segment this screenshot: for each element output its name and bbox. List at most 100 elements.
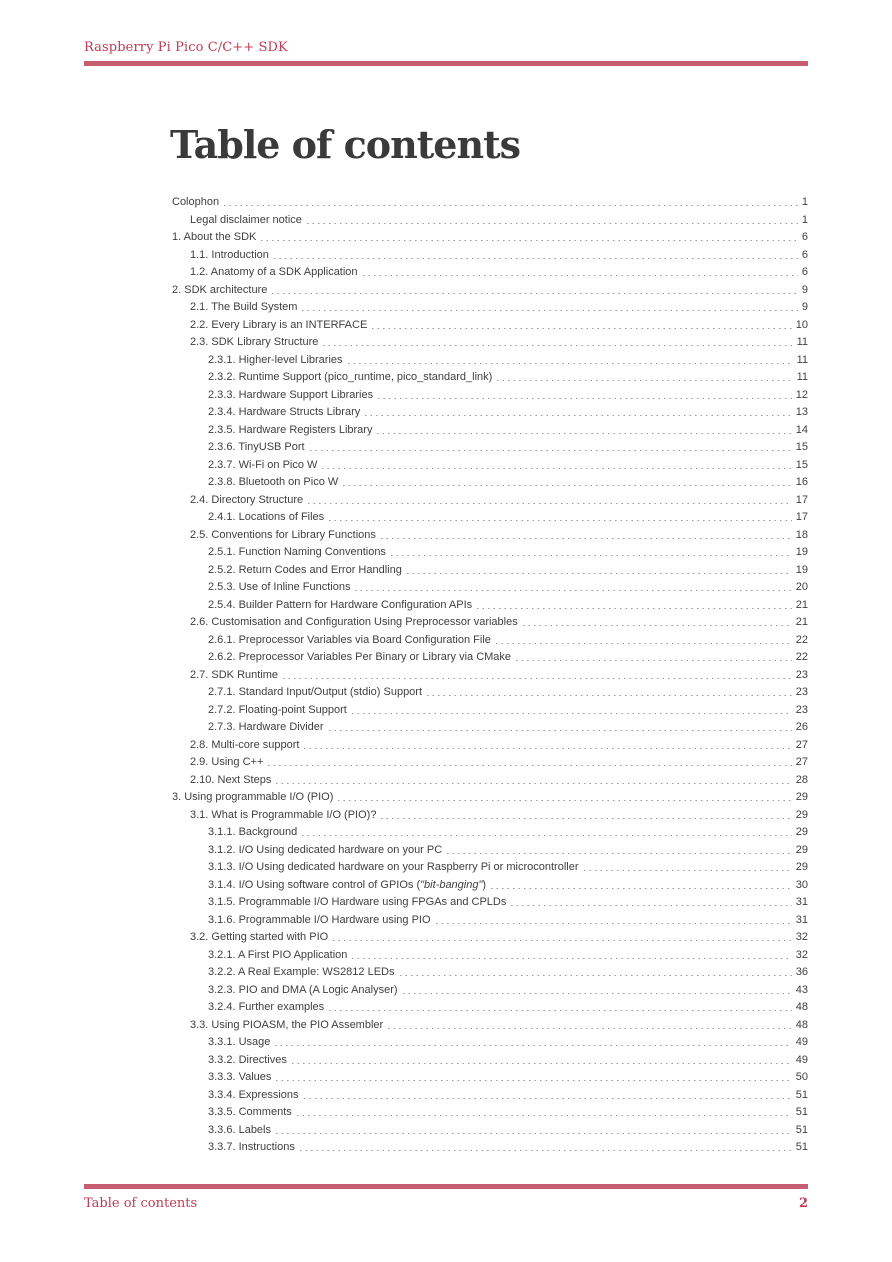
toc-entry-page: 36 bbox=[795, 966, 808, 978]
toc-leader-dots bbox=[268, 754, 792, 772]
toc-entry-label: 2.3.5. Hardware Registers Library bbox=[208, 423, 373, 436]
toc-leader-dots bbox=[447, 841, 792, 859]
toc-entry[interactable]: 2.1. The Build System 9 bbox=[172, 299, 808, 317]
toc-entry-label: 2.5.4. Builder Pattern for Hardware Conf… bbox=[208, 598, 473, 611]
toc-entry-page: 9 bbox=[801, 301, 808, 313]
toc-entry-label: 3.3.3. Values bbox=[208, 1071, 272, 1083]
toc-entry-label: 3.3.1. Usage bbox=[208, 1036, 271, 1048]
toc-entry[interactable]: 3.3.7. Instructions 51 bbox=[172, 1139, 808, 1157]
toc-entry[interactable]: 2. SDK architecture 9 bbox=[172, 281, 808, 299]
toc-entry[interactable]: Colophon 1 bbox=[172, 194, 808, 212]
toc-entry[interactable]: 2.5.1. Function Naming Conventions 19 bbox=[172, 544, 808, 562]
toc-entry[interactable]: 2.3.2. Runtime Support (pico_runtime, pi… bbox=[172, 369, 808, 387]
toc-entry[interactable]: 3.1.3. I/O Using dedicated hardware on y… bbox=[172, 859, 808, 877]
toc-entry[interactable]: 3.2.2. A Real Example: WS2812 LEDs 36 bbox=[172, 964, 808, 982]
toc-entry-page: 32 bbox=[795, 948, 808, 961]
toc-leader-dots bbox=[329, 999, 792, 1017]
toc-leader-dots bbox=[583, 859, 792, 877]
toc-entry[interactable]: 3.1.5. Programmable I/O Hardware using F… bbox=[172, 894, 808, 912]
toc-entry[interactable]: 2.10. Next Steps 28 bbox=[172, 771, 808, 789]
toc-entry-label: 1. About the SDK bbox=[172, 231, 257, 243]
toc-entry[interactable]: 2.3.4. Hardware Structs Library 13 bbox=[172, 404, 808, 422]
toc-entry[interactable]: 2.7.3. Hardware Divider 26 bbox=[172, 719, 808, 737]
toc-entry[interactable]: 2.3.7. Wi-Fi on Pico W 15 bbox=[172, 456, 808, 474]
toc-entry[interactable]: 2.6. Customisation and Configuration Usi… bbox=[172, 614, 808, 632]
toc-entry[interactable]: 3.1.2. I/O Using dedicated hardware on y… bbox=[172, 841, 808, 859]
toc-entry[interactable]: 2.3. SDK Library Structure 11 bbox=[172, 334, 808, 352]
toc-entry-label: 3. Using programmable I/O (PIO) bbox=[172, 791, 334, 803]
toc-entry[interactable]: 2.5. Conventions for Library Functions 18 bbox=[172, 526, 808, 544]
toc-entry[interactable]: 2.7. SDK Runtime 23 bbox=[172, 666, 808, 684]
footer-page-number: 2 bbox=[798, 1196, 808, 1211]
toc-entry[interactable]: 2.3.5. Hardware Registers Library 14 bbox=[172, 421, 808, 439]
toc-entry[interactable]: 1.2. Anatomy of a SDK Application 6 bbox=[172, 264, 808, 282]
toc-entry[interactable]: 3.3.4. Expressions 51 bbox=[172, 1086, 808, 1104]
toc-entry-label: 3.3.7. Instructions bbox=[208, 1141, 295, 1153]
toc-entry[interactable]: 2.5.4. Builder Pattern for Hardware Conf… bbox=[172, 596, 808, 614]
toc-leader-dots bbox=[308, 491, 792, 509]
toc-entry[interactable]: 1. About the SDK 6 bbox=[172, 229, 808, 247]
toc-entry-label: 2.2. Every Library is an INTERFACE bbox=[190, 318, 368, 331]
toc-leader-dots bbox=[323, 334, 793, 352]
toc-entry[interactable]: 2.9. Using C++ 27 bbox=[172, 754, 808, 772]
toc-entry-page: 18 bbox=[795, 528, 808, 541]
toc-entry[interactable]: 3. Using programmable I/O (PIO) 29 bbox=[172, 789, 808, 807]
toc-entry[interactable]: 2.7.1. Standard Input/Output (stdio) Sup… bbox=[172, 684, 808, 702]
toc-entry-label: 2.6.2. Preprocessor Variables Per Binary… bbox=[208, 651, 512, 663]
toc-entry[interactable]: 3.3.1. Usage 49 bbox=[172, 1034, 808, 1052]
toc-entry[interactable]: 2.5.3. Use of Inline Functions 20 bbox=[172, 579, 808, 597]
toc-entry[interactable]: Legal disclaimer notice 1 bbox=[172, 211, 808, 229]
toc-entry[interactable]: 3.2. Getting started with PIO 32 bbox=[172, 929, 808, 947]
toc-entry[interactable]: 2.3.3. Hardware Support Libraries 12 bbox=[172, 386, 808, 404]
toc-entry-label: 3.3.4. Expressions bbox=[208, 1088, 299, 1101]
toc-entry[interactable]: 3.3.6. Labels 51 bbox=[172, 1121, 808, 1139]
toc-entry-label: Legal disclaimer notice bbox=[190, 213, 302, 226]
toc-entry-label: 2.3.7. Wi-Fi on Pico W bbox=[208, 458, 318, 471]
toc-entry-page: 29 bbox=[795, 843, 808, 856]
toc-entry[interactable]: 2.3.8. Bluetooth on Pico W 16 bbox=[172, 474, 808, 492]
toc-entry-page: 49 bbox=[795, 1053, 808, 1066]
toc-entry[interactable]: 2.3.6. TinyUSB Port 15 bbox=[172, 439, 808, 457]
toc-entry[interactable]: 3.1.6. Programmable I/O Hardware using P… bbox=[172, 911, 808, 929]
toc-entry[interactable]: 2.7.2. Floating-point Support 23 bbox=[172, 701, 808, 719]
toc-leader-dots bbox=[477, 596, 792, 614]
toc-entry[interactable]: 2.8. Multi-core support 27 bbox=[172, 736, 808, 754]
toc-entry-label: 3.3.5. Comments bbox=[208, 1106, 292, 1118]
toc-leader-dots bbox=[276, 771, 792, 789]
toc-entry-label: 2.8. Multi-core support bbox=[190, 738, 300, 751]
toc-entry[interactable]: 3.3.5. Comments 51 bbox=[172, 1104, 808, 1122]
toc-entry-label: 3.1.4. I/O Using software control of GPI… bbox=[208, 878, 487, 891]
toc-entry-label: 3.3. Using PIOASM, the PIO Assembler bbox=[190, 1018, 384, 1031]
toc-entry[interactable]: 3.3.2. Directives 49 bbox=[172, 1051, 808, 1069]
toc-entry[interactable]: 2.3.1. Higher-level Libraries 11 bbox=[172, 351, 808, 369]
toc-entry-label: 2.7.1. Standard Input/Output (stdio) Sup… bbox=[208, 686, 423, 698]
toc-entry[interactable]: 1.1. Introduction 6 bbox=[172, 246, 808, 264]
toc-entry-page: 26 bbox=[795, 721, 808, 733]
toc-entry[interactable]: 3.1.4. I/O Using software control of GPI… bbox=[172, 876, 808, 894]
toc-entry[interactable]: 3.3.3. Values 50 bbox=[172, 1069, 808, 1087]
toc-entry[interactable]: 2.5.2. Return Codes and Error Handling 19 bbox=[172, 561, 808, 579]
toc-entry[interactable]: 2.6.1. Preprocessor Variables via Board … bbox=[172, 631, 808, 649]
toc-entry[interactable]: 2.2. Every Library is an INTERFACE 10 bbox=[172, 316, 808, 334]
toc-entry-page: 31 bbox=[795, 896, 808, 908]
toc-entry-page: 51 bbox=[795, 1088, 808, 1101]
toc-leader-dots bbox=[299, 1139, 792, 1157]
toc-entry-page: 10 bbox=[795, 318, 808, 331]
toc-entry[interactable]: 3.2.4. Further examples 48 bbox=[172, 999, 808, 1017]
toc-entry[interactable]: 3.1. What is Programmable I/O (PIO)? 29 bbox=[172, 806, 808, 824]
toc-entry-page: 23 bbox=[795, 703, 808, 716]
toc-entry-page: 1 bbox=[801, 196, 808, 208]
toc-leader-dots bbox=[302, 299, 798, 317]
toc-entry[interactable]: 2.6.2. Preprocessor Variables Per Binary… bbox=[172, 649, 808, 667]
toc-entry-page: 19 bbox=[795, 546, 808, 558]
toc-entry[interactable]: 2.4. Directory Structure 17 bbox=[172, 491, 808, 509]
toc-entry-label: 2.3. SDK Library Structure bbox=[190, 336, 319, 348]
toc-entry[interactable]: 3.3. Using PIOASM, the PIO Assembler 48 bbox=[172, 1016, 808, 1034]
toc-entry[interactable]: 3.2.1. A First PIO Application 32 bbox=[172, 946, 808, 964]
toc-entry[interactable]: 3.2.3. PIO and DMA (A Logic Analyser) 43 bbox=[172, 981, 808, 999]
toc-entry-page: 51 bbox=[795, 1141, 808, 1153]
toc-entry-label: 2.4.1. Locations of Files bbox=[208, 511, 325, 523]
toc-entry-label: 2.5. Conventions for Library Functions bbox=[190, 528, 376, 541]
toc-entry[interactable]: 2.4.1. Locations of Files 17 bbox=[172, 509, 808, 527]
toc-entry[interactable]: 3.1.1. Background 29 bbox=[172, 824, 808, 842]
